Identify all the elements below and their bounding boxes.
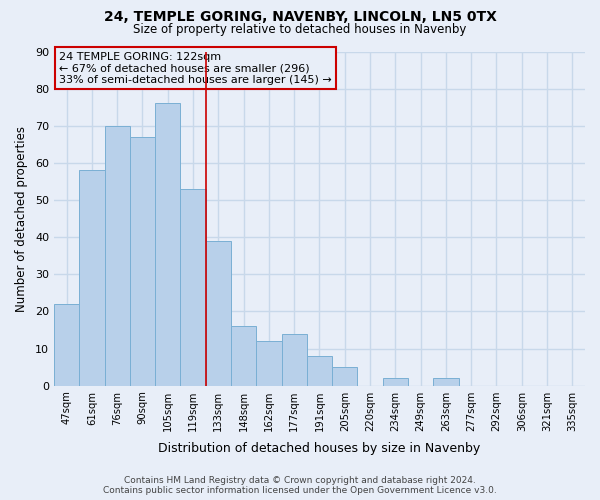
Bar: [433, 378, 458, 386]
Bar: [130, 137, 155, 386]
Bar: [332, 367, 358, 386]
Bar: [307, 356, 332, 386]
Text: 24, TEMPLE GORING, NAVENBY, LINCOLN, LN5 0TX: 24, TEMPLE GORING, NAVENBY, LINCOLN, LN5…: [104, 10, 496, 24]
Bar: [256, 341, 281, 386]
Y-axis label: Number of detached properties: Number of detached properties: [15, 126, 28, 312]
Text: Size of property relative to detached houses in Navenby: Size of property relative to detached ho…: [133, 22, 467, 36]
Bar: [79, 170, 104, 386]
X-axis label: Distribution of detached houses by size in Navenby: Distribution of detached houses by size …: [158, 442, 481, 455]
Bar: [231, 326, 256, 386]
Bar: [104, 126, 130, 386]
Bar: [206, 241, 231, 386]
Bar: [383, 378, 408, 386]
Bar: [281, 334, 307, 386]
Text: Contains HM Land Registry data © Crown copyright and database right 2024.
Contai: Contains HM Land Registry data © Crown c…: [103, 476, 497, 495]
Bar: [181, 189, 206, 386]
Bar: [54, 304, 79, 386]
Bar: [155, 104, 181, 386]
Text: 24 TEMPLE GORING: 122sqm
← 67% of detached houses are smaller (296)
33% of semi-: 24 TEMPLE GORING: 122sqm ← 67% of detach…: [59, 52, 332, 84]
